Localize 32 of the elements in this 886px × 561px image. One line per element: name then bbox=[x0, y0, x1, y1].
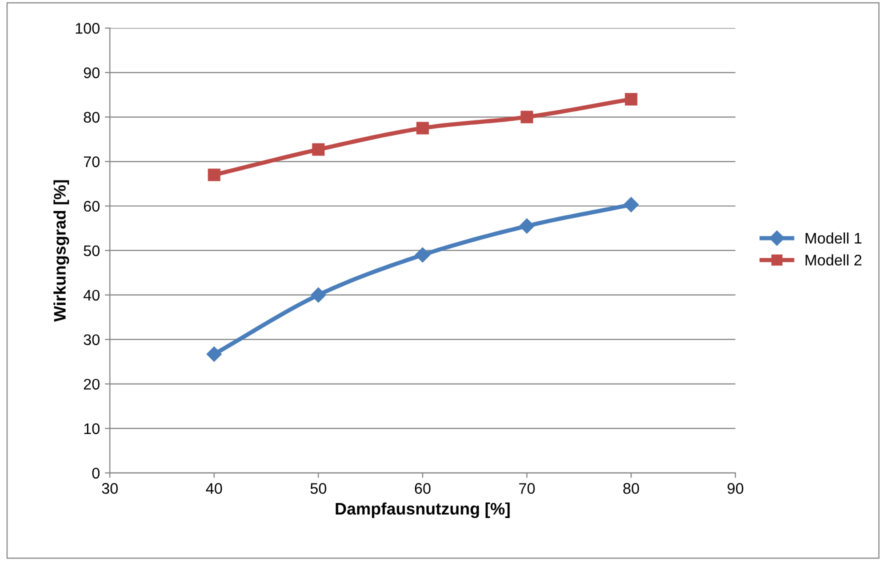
y-tick-label: 40 bbox=[84, 290, 100, 301]
x-tick-label: 50 bbox=[310, 483, 326, 494]
point bbox=[416, 122, 429, 134]
x-axis-title: Dampfausnutzung [%] bbox=[336, 502, 510, 518]
y-tick-label: 90 bbox=[84, 67, 100, 78]
y-tick-label: 60 bbox=[84, 200, 100, 212]
point bbox=[520, 110, 534, 124]
x-tick-label: 70 bbox=[519, 483, 535, 494]
x-tick-label: 90 bbox=[728, 483, 744, 494]
point bbox=[519, 218, 534, 234]
point bbox=[208, 168, 220, 182]
y-tick-label: 30 bbox=[84, 334, 100, 346]
point bbox=[624, 92, 638, 106]
y-tick-label: 50 bbox=[84, 245, 100, 256]
y-tick-label: 20 bbox=[84, 378, 100, 390]
x-tick-label: 30 bbox=[102, 483, 118, 494]
x-tick-label: 40 bbox=[206, 483, 222, 494]
x-tick-label: 80 bbox=[623, 483, 640, 494]
y-tick-label: 0 bbox=[92, 468, 100, 479]
y-axis-title: Wirkungsgrad [%] bbox=[53, 180, 70, 322]
y-tick-label: 70 bbox=[84, 156, 100, 168]
y-tick-label: 100 bbox=[76, 22, 100, 34]
point bbox=[415, 247, 430, 263]
point bbox=[206, 346, 222, 362]
point bbox=[312, 143, 325, 156]
legend-label: Modell 1 bbox=[806, 232, 862, 244]
x-tick-label: 60 bbox=[414, 483, 431, 494]
point bbox=[624, 197, 639, 212]
y-tick-label: 80 bbox=[84, 112, 100, 123]
legend-label: Modell 2 bbox=[806, 254, 862, 266]
point bbox=[310, 287, 326, 303]
y-tick-label: 10 bbox=[84, 423, 100, 434]
